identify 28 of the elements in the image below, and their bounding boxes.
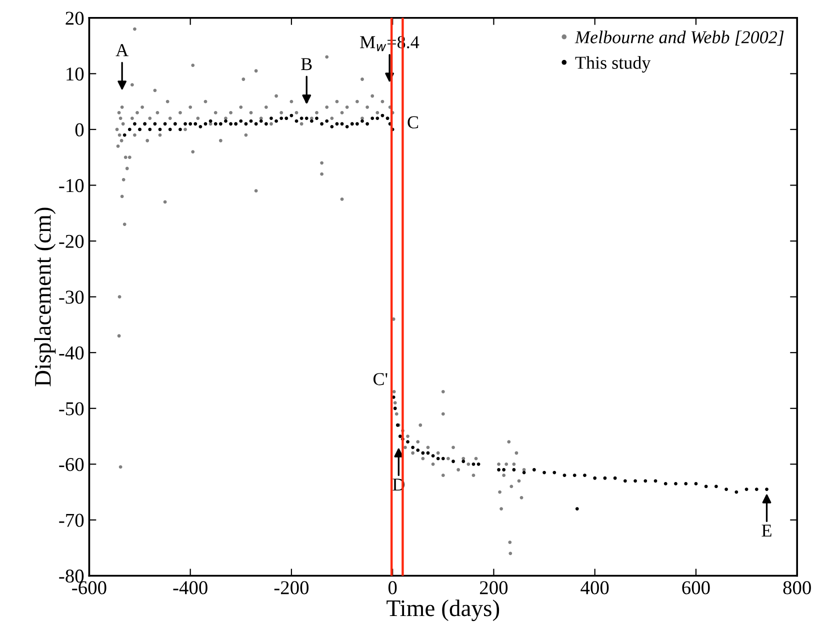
- y-tick-label: -40: [59, 346, 84, 360]
- annotation: C': [373, 373, 388, 386]
- x-tick-label: 800: [783, 581, 811, 594]
- annotation: C: [408, 116, 418, 128]
- y-tick-label: -30: [59, 290, 84, 304]
- y-tick-label: -10: [59, 179, 84, 192]
- y-axis-title: Displacement (cm): [34, 208, 56, 386]
- x-tick-label: 400: [580, 581, 609, 594]
- y-tick-label: 20: [66, 12, 84, 25]
- x-tick-label: -200: [274, 581, 309, 594]
- annotation: E: [762, 524, 772, 537]
- y-tick-label: -60: [59, 458, 84, 472]
- y-tick-label: 0: [75, 123, 84, 136]
- y-tick-label: 10: [66, 67, 84, 81]
- y-tick-label: -80: [59, 570, 84, 583]
- y-tick-label: -50: [59, 402, 84, 416]
- x-axis-title: Time (days): [386, 600, 500, 622]
- y-tick-label: -70: [59, 514, 84, 527]
- x-tick-label: 200: [480, 581, 508, 594]
- legend-label: This study: [575, 56, 651, 73]
- x-tick-label: -400: [173, 581, 208, 594]
- y-tick-label: -20: [59, 234, 84, 248]
- legend-label: Melbourne and Webb [2002]: [574, 30, 784, 46]
- x-tick-label: -600: [72, 581, 106, 594]
- x-tick-label: 600: [682, 581, 710, 594]
- x-tick-label: 0: [388, 581, 397, 594]
- annotation: A: [116, 44, 128, 56]
- annotation: B: [301, 58, 312, 70]
